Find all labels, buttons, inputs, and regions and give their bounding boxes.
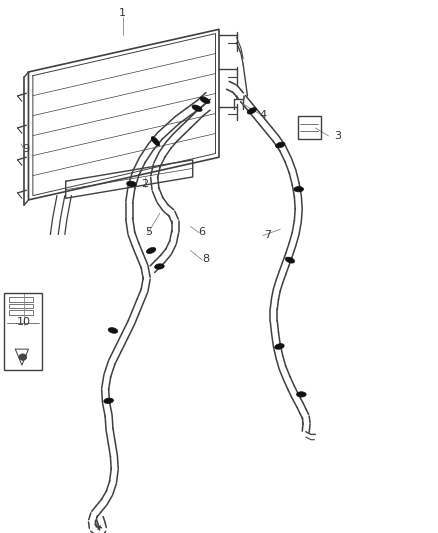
Text: 5: 5: [145, 227, 152, 237]
Ellipse shape: [192, 105, 202, 111]
Ellipse shape: [146, 247, 156, 254]
Text: 6: 6: [198, 227, 205, 237]
Ellipse shape: [151, 136, 160, 146]
Bar: [298, 116, 321, 139]
Bar: [9, 297, 33, 302]
Ellipse shape: [276, 142, 285, 148]
Text: 9: 9: [23, 144, 30, 154]
Ellipse shape: [275, 344, 284, 349]
Ellipse shape: [127, 181, 136, 187]
Text: 8: 8: [202, 254, 209, 263]
Text: 1: 1: [119, 9, 126, 18]
Text: 2: 2: [141, 179, 148, 189]
Ellipse shape: [200, 97, 210, 103]
Ellipse shape: [104, 398, 113, 403]
Text: 10: 10: [17, 318, 31, 327]
Text: 3: 3: [334, 131, 341, 141]
Ellipse shape: [247, 108, 256, 114]
Bar: [9, 310, 33, 315]
Ellipse shape: [155, 264, 164, 269]
Ellipse shape: [297, 392, 306, 397]
Ellipse shape: [108, 328, 118, 333]
Bar: [9, 304, 33, 309]
Ellipse shape: [294, 187, 304, 192]
Ellipse shape: [285, 257, 295, 263]
Bar: [4, 293, 42, 370]
Text: 7: 7: [264, 230, 271, 239]
Ellipse shape: [19, 354, 27, 360]
Text: 4: 4: [259, 110, 266, 119]
